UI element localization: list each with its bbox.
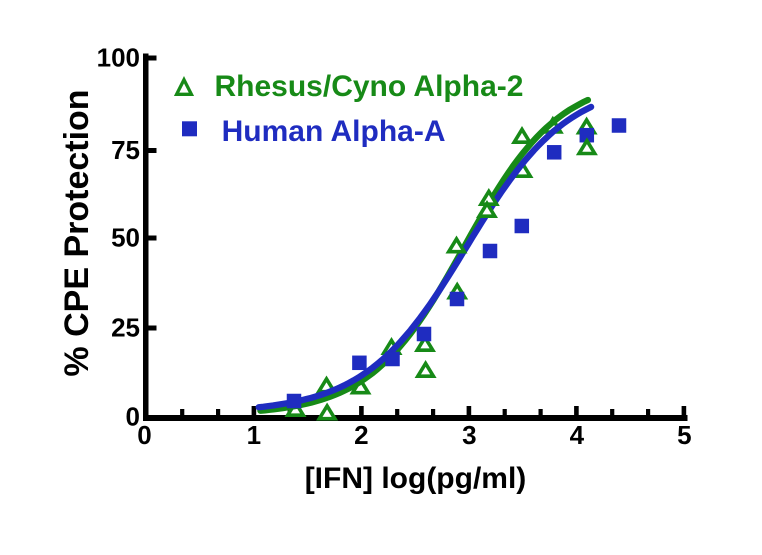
svg-text:0: 0	[137, 420, 151, 450]
svg-text:25: 25	[111, 313, 140, 343]
svg-text:% CPE Protection: % CPE Protection	[58, 89, 96, 376]
svg-text:Rhesus/Cyno Alpha-2: Rhesus/Cyno Alpha-2	[215, 70, 524, 103]
svg-text:[IFN] log(pg/ml): [IFN] log(pg/ml)	[305, 462, 527, 495]
svg-text:Human Alpha-A: Human Alpha-A	[222, 115, 446, 148]
svg-text:4: 4	[570, 420, 585, 450]
svg-text:50: 50	[111, 223, 140, 253]
svg-text:100: 100	[97, 43, 140, 73]
svg-text:5: 5	[677, 420, 691, 450]
svg-text:1: 1	[247, 420, 261, 450]
svg-text:75: 75	[111, 135, 140, 165]
svg-text:0: 0	[126, 402, 140, 432]
svg-text:3: 3	[462, 420, 476, 450]
svg-text:2: 2	[354, 420, 368, 450]
